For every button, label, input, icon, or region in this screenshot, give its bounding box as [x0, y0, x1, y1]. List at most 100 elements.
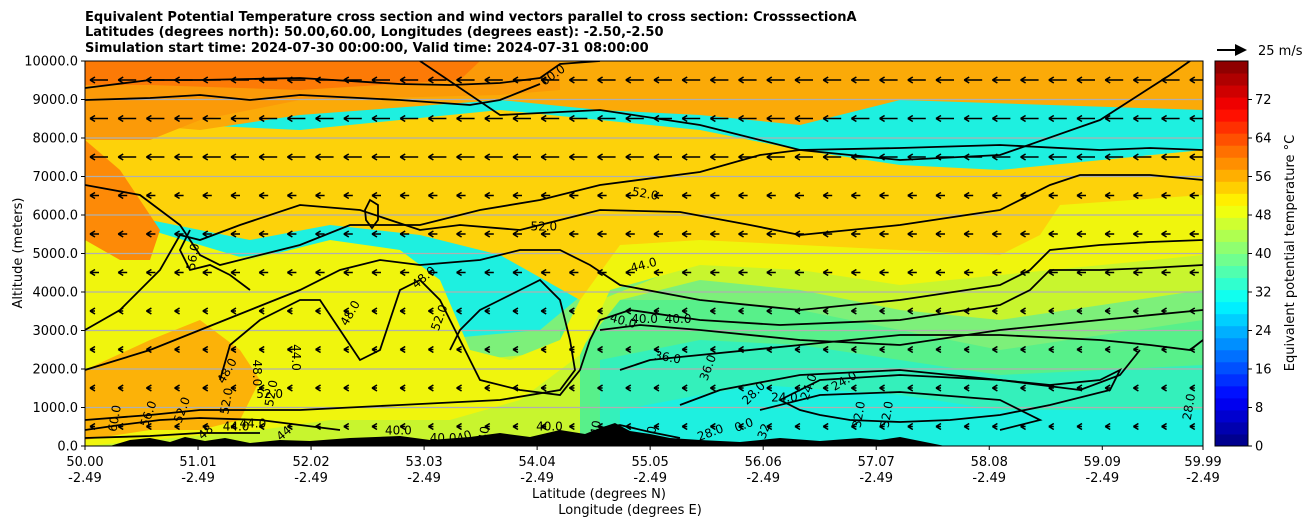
wind-vectors	[89, 76, 1203, 431]
wind-vector	[879, 76, 898, 84]
wind-vector	[850, 153, 870, 161]
contour-lines	[85, 61, 1203, 439]
wind-vector	[427, 422, 434, 431]
wind-vector	[286, 268, 297, 277]
colorbar-level-10	[1215, 313, 1248, 327]
wind-vector	[343, 76, 362, 84]
wind-vector	[230, 114, 249, 123]
wind-vector	[766, 345, 773, 354]
wind-vector	[89, 422, 96, 431]
wind-vector	[1104, 384, 1111, 392]
wind-vector	[879, 268, 889, 277]
x-tick-label-lon-10: -2.49	[1186, 471, 1220, 486]
wind-vector	[286, 76, 306, 84]
x-tick-label-lat-2: 52.02	[292, 455, 329, 470]
wind-vector	[907, 230, 917, 238]
wind-vector	[653, 114, 672, 123]
wind-vector	[681, 230, 692, 238]
contour-label-40: 32.0	[850, 400, 868, 429]
colorbar-level-21	[1215, 181, 1248, 194]
wind-vector	[568, 230, 579, 238]
contour-label-26: 40.0	[385, 423, 412, 437]
wind-vector	[907, 153, 926, 161]
wind-vector	[1132, 345, 1139, 354]
wind-vector	[991, 76, 1011, 84]
wind-vector	[625, 307, 632, 315]
wind-vector	[89, 76, 108, 84]
wind-vector	[709, 76, 729, 84]
wind-vector	[540, 76, 560, 84]
wind-vector	[991, 268, 1002, 277]
colorbar-tick-label-3: 24	[1255, 324, 1272, 339]
wind-vector	[907, 191, 917, 200]
wind-vector	[850, 114, 870, 123]
wind-vector	[540, 153, 560, 161]
wind-vector	[315, 191, 325, 200]
x-axis-label-longitude: Longitude (degrees E)	[558, 503, 702, 518]
colorbar-level-29	[1215, 85, 1248, 98]
wind-vector	[1132, 230, 1143, 238]
wind-vector	[1189, 345, 1196, 354]
y-tick-label-5: 5000.0	[33, 247, 79, 262]
colorbar-level-31	[1215, 61, 1248, 74]
wind-vector	[427, 307, 434, 315]
wind-vector	[399, 191, 410, 200]
wind-vector	[991, 230, 1002, 238]
wind-vector	[738, 191, 748, 200]
wind-vector	[484, 384, 491, 392]
wind-vector	[935, 345, 942, 354]
wind-vector	[991, 114, 1011, 123]
wind-vector	[399, 345, 406, 354]
wind-vector	[1076, 345, 1083, 354]
wind-vector	[822, 422, 829, 431]
wind-vector	[625, 422, 632, 431]
wind-vector	[202, 345, 209, 354]
x-tick-label-lon-3: -2.49	[407, 471, 441, 486]
wind-vector	[1020, 384, 1027, 392]
contour-label-32: 0	[644, 425, 659, 435]
wind-vector	[484, 191, 494, 200]
wind-vector	[286, 153, 306, 161]
wind-vector	[1048, 422, 1055, 431]
wind-vector	[1161, 268, 1171, 277]
contour-label-42: 28.0	[1180, 392, 1198, 421]
wind-vector	[738, 76, 757, 84]
contour-loop	[364, 198, 379, 230]
colorbar-level-4	[1215, 385, 1248, 399]
wind-vector	[597, 114, 616, 123]
contour-label-28: 40	[455, 427, 474, 445]
wind-vector	[512, 268, 522, 277]
wind-vector	[427, 153, 447, 161]
wind-vector	[540, 422, 547, 431]
wind-vector	[427, 345, 434, 354]
wind-vector	[456, 384, 463, 392]
wind-vector	[597, 76, 616, 84]
wind-vector	[935, 114, 954, 123]
wind-vector	[709, 153, 729, 161]
contour-label-41: 32.0	[878, 400, 896, 429]
wind-vector	[991, 345, 998, 354]
colorbar-level-8	[1215, 337, 1248, 351]
wind-vector	[258, 114, 278, 123]
wind-vector	[935, 268, 945, 277]
y-tick-label-10: 10000.0	[24, 55, 78, 70]
contour-label-1: 52.0	[631, 185, 660, 203]
contour-label-34: 0.0	[733, 415, 756, 435]
wind-vector	[625, 384, 632, 392]
contour-label-10: 40.0	[665, 312, 692, 326]
wind-vector	[963, 230, 974, 238]
x-tick-label-lat-0: 50.00	[66, 455, 103, 470]
colorbar-level-5	[1215, 373, 1248, 387]
wind-vector	[991, 307, 998, 315]
contour-56-left-bump	[178, 229, 251, 291]
wind-vector	[1048, 307, 1055, 315]
wind-vector	[1161, 345, 1168, 354]
wind-vector	[625, 114, 644, 123]
wind-vector	[1104, 345, 1111, 354]
colorbar-level-9	[1215, 325, 1248, 339]
wind-vector	[315, 76, 334, 84]
wind-vector	[315, 230, 325, 238]
wind-vector	[484, 307, 491, 315]
x-tick-label-lat-8: 58.08	[971, 455, 1008, 470]
contour-label-31: 40	[588, 419, 604, 436]
